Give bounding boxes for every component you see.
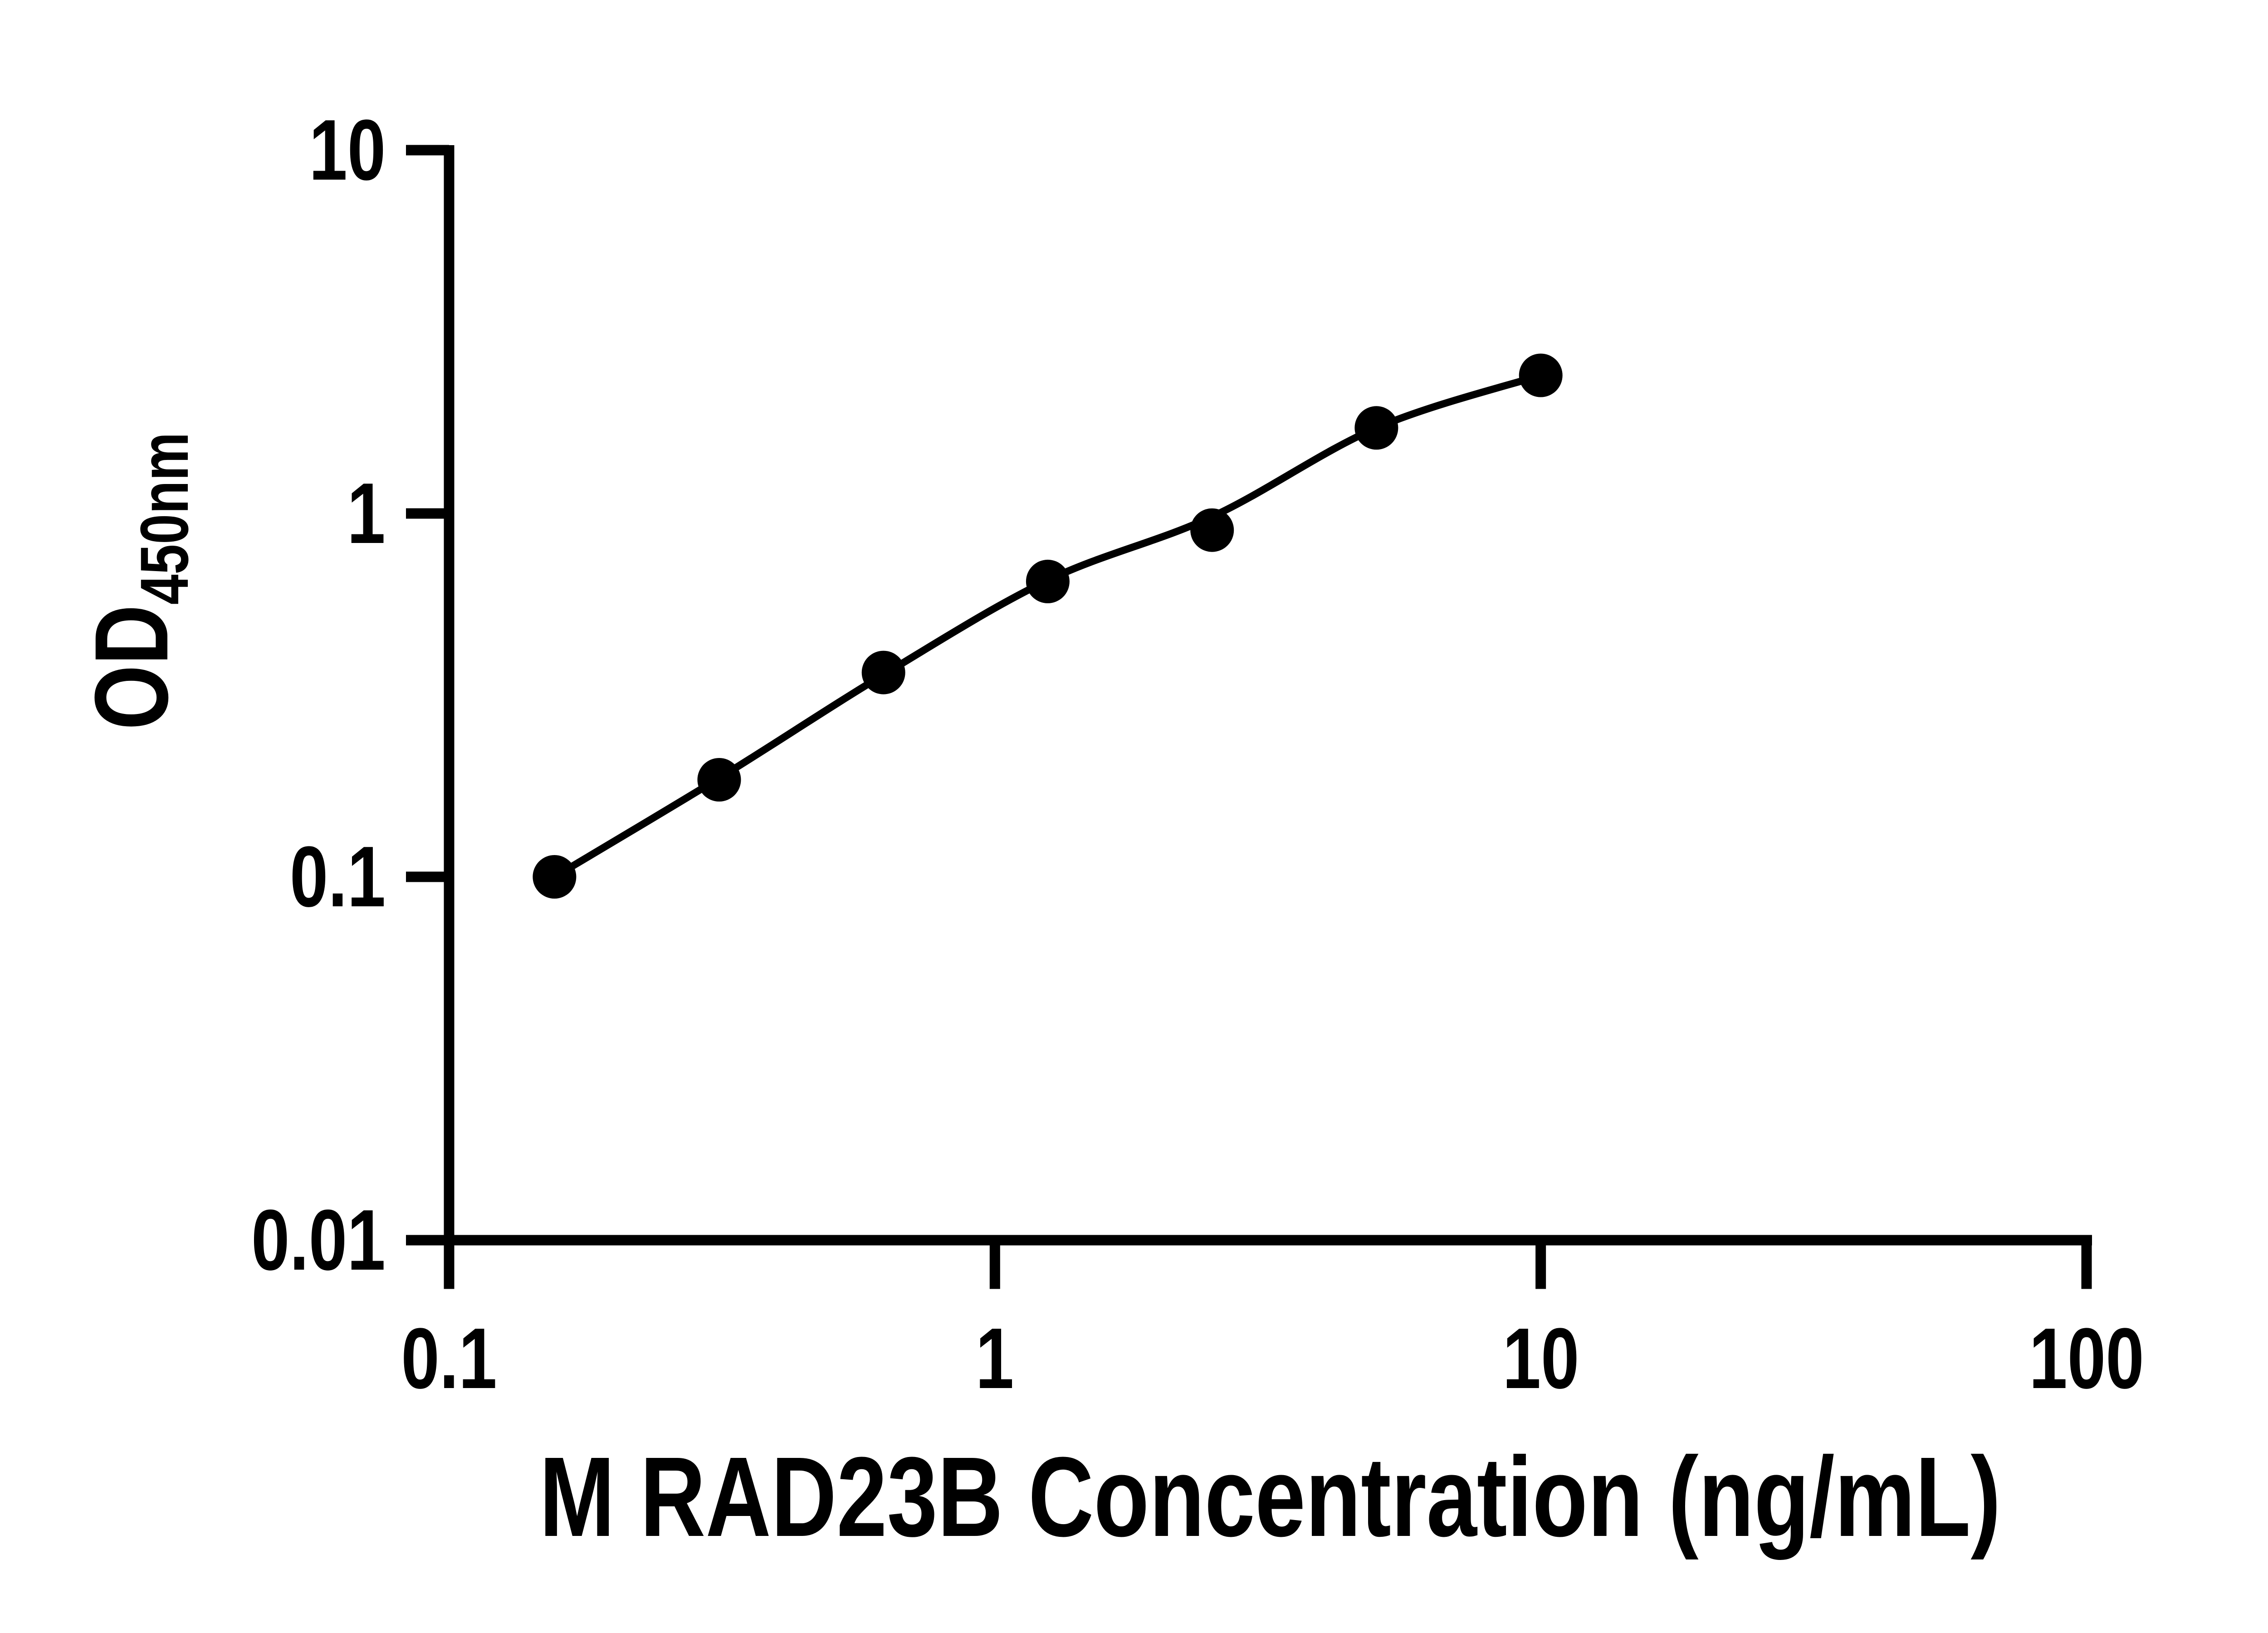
data-point-marker: [1354, 406, 1398, 450]
data-point-marker: [1190, 508, 1234, 552]
data-point-marker: [861, 650, 905, 694]
y-tick-label: 0.01: [251, 1192, 386, 1288]
y-axis-title-subscript: 450nm: [126, 432, 202, 605]
y-tick-label: 10: [308, 102, 386, 198]
fit-curve: [551, 372, 1545, 880]
x-tick-label: 1: [976, 1310, 1014, 1407]
x-axis-title: M RAD23B Concentration (ng/mL): [539, 1433, 2001, 1560]
data-point-marker: [1026, 559, 1070, 603]
data-point-marker: [1519, 353, 1563, 397]
data-point-marker: [697, 758, 741, 802]
x-tick-label: 10: [1502, 1310, 1579, 1407]
y-axis-title: OD450nm: [73, 432, 202, 730]
x-tick-label: 0.1: [401, 1310, 497, 1407]
y-axis-title-main: OD: [73, 605, 190, 730]
y-tick-label: 1: [347, 465, 386, 562]
data-point-marker: [533, 855, 577, 899]
y-tick-label: 0.1: [289, 829, 386, 925]
x-tick-label: 100: [2029, 1310, 2144, 1407]
